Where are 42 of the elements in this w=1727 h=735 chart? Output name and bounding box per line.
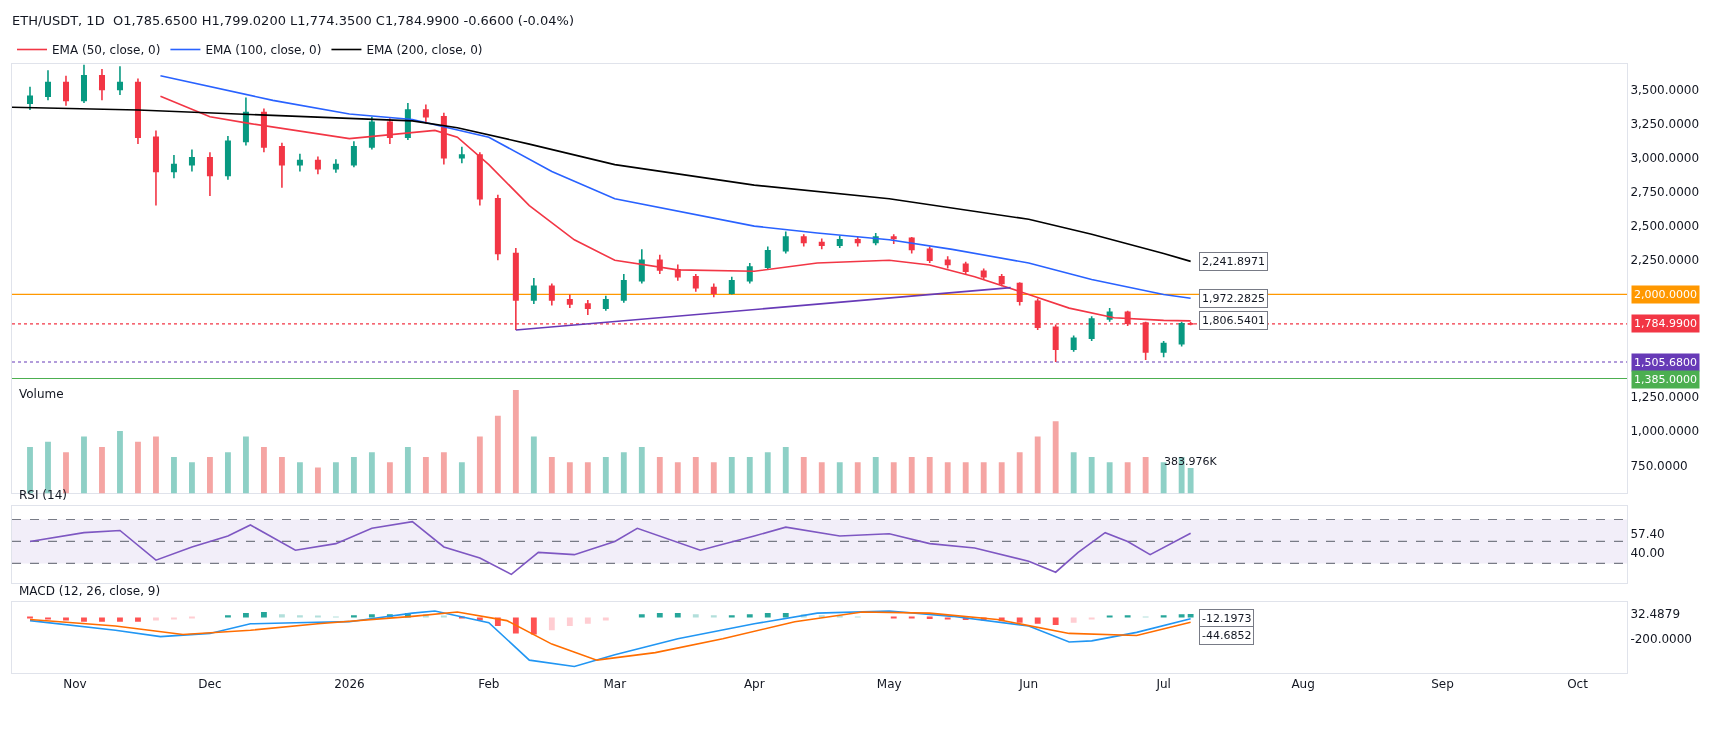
x-tick-label: Aug [1291, 677, 1315, 692]
annotation: -12.1973 [1202, 612, 1252, 625]
x-tick-label: Apr [743, 677, 765, 692]
x-tick-label: Mar [603, 677, 627, 692]
legend-label: EMA (100, close, 0) [205, 43, 322, 58]
y-tick-label: 2,500.0000 [1630, 219, 1700, 234]
annotation: 1,806.5401 [1202, 314, 1265, 327]
x-tick-label: Dec [198, 677, 222, 692]
y-tick-label: 2,750.0000 [1630, 185, 1700, 200]
ref-line-label: 1,784.9900 [1634, 317, 1697, 330]
annotation: -44.6852 [1202, 629, 1252, 642]
legend-label: EMA (200, close, 0) [366, 43, 483, 58]
x-tick-label: Feb [478, 677, 500, 692]
annotation: 2,241.8971 [1202, 255, 1265, 268]
annotation: 1,972.2825 [1202, 292, 1265, 305]
x-tick-label: Jun [1018, 677, 1039, 692]
ref-line-label: 2,000.0000 [1634, 288, 1697, 301]
y-tick-label: 32.4879 [1630, 607, 1681, 622]
data-label: 383.976K [1163, 454, 1218, 468]
chart-title: Volume [19, 387, 64, 401]
y-tick-label: 3,500.0000 [1630, 82, 1700, 97]
ref-line-label: 1,505.6800 [1634, 356, 1697, 369]
x-tick-label: May [876, 677, 902, 692]
y-tick-label: 750.0000 [1630, 458, 1688, 473]
y-tick-label: 3,250.0000 [1630, 116, 1700, 131]
chart-title: RSI (14) [19, 488, 67, 502]
x-tick-label: Sep [1431, 677, 1454, 692]
y-tick-label: 1,250.0000 [1630, 390, 1700, 405]
y-tick-label: 2,250.0000 [1630, 253, 1700, 268]
y-tick-label: -200.0000 [1630, 631, 1692, 646]
x-tick-label: Nov [63, 677, 87, 692]
y-tick-label: 40.00 [1630, 545, 1665, 560]
ref-line-label: 1,385.0000 [1634, 373, 1697, 386]
chart-title: MACD (12, 26, close, 9) [19, 584, 161, 598]
x-tick-label: 2026 [334, 677, 365, 692]
legend-label: EMA (50, close, 0) [52, 43, 161, 58]
chart-title: ETH/USDT, 1D O1,785.6500 H1,799.0200 L1,774.3500 C1,784.9900 -0.6600 (-0.04%) [12, 12, 574, 28]
x-tick-label: Oct [1567, 677, 1589, 692]
x-tick-label: Jul [1155, 677, 1171, 692]
y-tick-label: 3,000.0000 [1630, 150, 1700, 165]
y-tick-label: 57.40 [1630, 526, 1665, 541]
y-tick-label: 1,000.0000 [1630, 424, 1700, 439]
